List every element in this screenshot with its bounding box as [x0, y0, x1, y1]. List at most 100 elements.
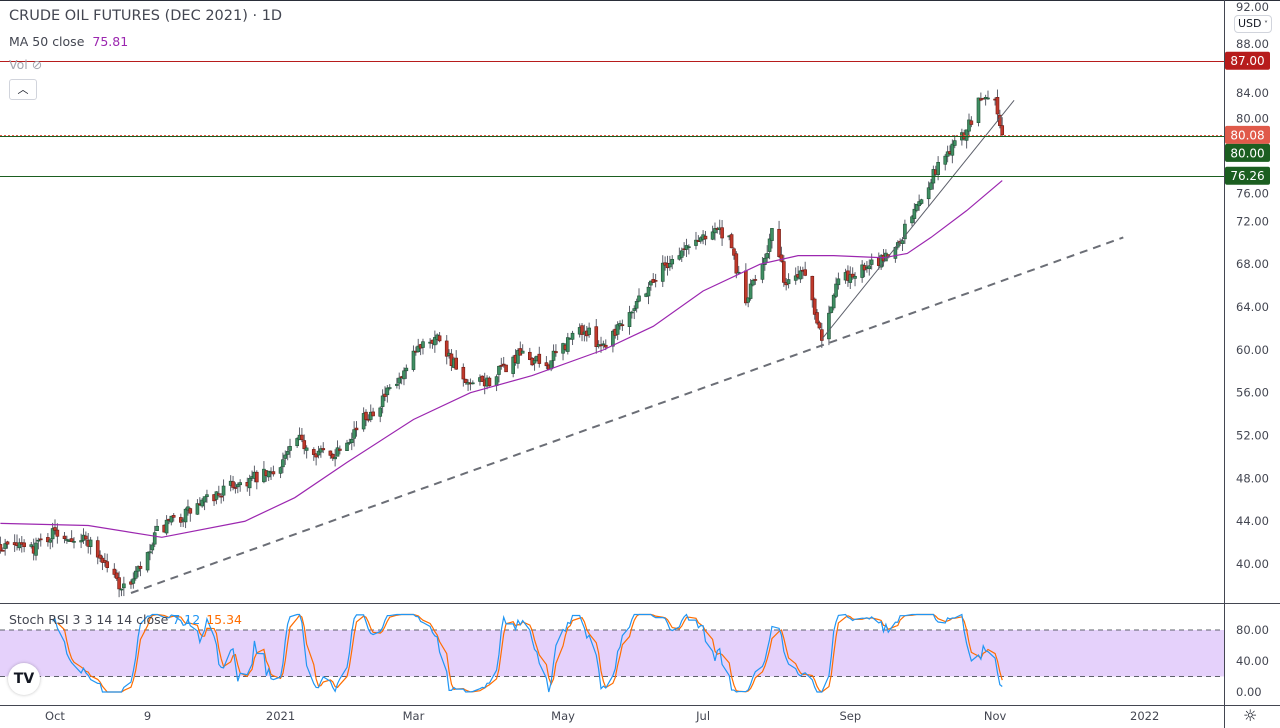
- price-axis-label: 88.00: [1236, 37, 1269, 51]
- candle-down: [995, 97, 1000, 115]
- eye-hidden-icon[interactable]: ⊘: [31, 57, 43, 72]
- candle-up: [316, 450, 321, 456]
- candle-down: [328, 450, 333, 456]
- candle-down: [461, 366, 466, 380]
- candle-up: [304, 447, 309, 451]
- candle-up: [836, 278, 841, 286]
- price-badge: [1225, 125, 1270, 144]
- candle-up: [786, 279, 791, 285]
- candle-up: [48, 539, 53, 543]
- price-badge: [1225, 166, 1270, 185]
- candle-up: [627, 312, 632, 327]
- candle-up: [195, 503, 200, 515]
- candle-down: [219, 495, 223, 498]
- candle-up: [497, 365, 501, 375]
- candle-down: [703, 235, 708, 240]
- candle-up: [397, 377, 402, 384]
- ma-label: MA 50 close: [9, 34, 85, 49]
- candle-up: [278, 467, 283, 474]
- price-axis-label: 44.00: [1236, 514, 1269, 528]
- candle-up: [834, 283, 838, 297]
- candle-down: [444, 340, 449, 357]
- candle-up: [155, 525, 159, 532]
- currency-select[interactable]: USD ˅: [1234, 15, 1272, 33]
- candle-up: [387, 387, 392, 389]
- stoch-rsi-legend: Stoch RSI 3 3 14 14 close 7.12 15.34: [9, 612, 242, 627]
- price-axis-label: 92.00: [1236, 0, 1269, 14]
- candle-up: [283, 454, 288, 459]
- price-axis-label: 48.00: [1236, 471, 1269, 485]
- candle-down: [732, 248, 736, 256]
- candle-up: [827, 312, 831, 340]
- price-axis-label: 68.00: [1236, 257, 1269, 271]
- time-axis-label: Oct: [45, 709, 65, 723]
- price-badge-label: 80.00: [1230, 146, 1264, 160]
- candle-up: [281, 459, 285, 468]
- candle-down: [753, 279, 758, 281]
- candle-down: [311, 449, 316, 455]
- candle-up: [319, 448, 323, 453]
- candle-up: [914, 203, 919, 211]
- settings-gear-icon[interactable]: ☼: [1243, 706, 1258, 725]
- candle-down: [321, 448, 326, 451]
- candle-up: [976, 97, 981, 123]
- candle-down: [537, 353, 542, 364]
- candle-down: [487, 377, 492, 387]
- price-badge: [1225, 143, 1270, 162]
- ma50-line: [0, 180, 1003, 538]
- candle-down: [69, 538, 74, 543]
- candle-up: [471, 382, 475, 385]
- candle-up: [763, 257, 767, 265]
- currency-label: USD: [1237, 17, 1262, 30]
- candle-down: [330, 453, 335, 459]
- candle-up: [551, 350, 556, 361]
- candle-up: [511, 356, 515, 374]
- ma-value: 75.81: [92, 34, 129, 49]
- candle-up: [433, 337, 437, 346]
- price-badge-label: 87.00: [1230, 54, 1264, 68]
- candle-up: [694, 239, 698, 246]
- candle-up: [200, 499, 204, 507]
- candle-down: [217, 493, 221, 496]
- candle-up: [748, 283, 753, 299]
- candle-up: [520, 350, 525, 354]
- candle-down: [504, 364, 508, 373]
- volume-legend[interactable]: Vol ⊘: [9, 57, 42, 72]
- candle-up: [79, 540, 83, 543]
- solid-trendline: [821, 100, 1015, 340]
- candle-down: [850, 273, 855, 278]
- candle-up: [687, 246, 691, 248]
- candle-up: [345, 442, 349, 451]
- candle-down: [603, 344, 608, 348]
- candle-up: [214, 491, 219, 500]
- tradingview-logo[interactable]: TV: [8, 663, 40, 695]
- stoch-rsi-label: Stoch RSI 3 3 14 14 close: [9, 612, 169, 627]
- candle-down: [0, 550, 5, 552]
- candle-down: [803, 269, 807, 276]
- candle-up: [848, 274, 853, 283]
- candle-up: [34, 542, 38, 556]
- price-pane: [0, 89, 1124, 598]
- collapse-legend-button[interactable]: ︿: [9, 79, 37, 100]
- candle-down: [437, 335, 442, 342]
- candle-up: [411, 350, 416, 370]
- candle-down: [620, 324, 625, 326]
- time-axis-label: 9: [144, 709, 151, 723]
- candle-up: [767, 238, 772, 252]
- candle-up: [869, 259, 874, 265]
- candle-up: [152, 532, 157, 545]
- candle-down: [599, 344, 603, 347]
- candle-up: [632, 308, 637, 311]
- candle-up: [565, 337, 570, 352]
- stoch-axis-label: 80.00: [1236, 623, 1269, 637]
- stoch-rsi-pane: [0, 613, 1224, 693]
- candle-up: [760, 263, 765, 280]
- candle-up: [88, 539, 93, 547]
- candle-up: [668, 263, 672, 268]
- symbol-title: CRUDE OIL FUTURES (DEC 2021) · 1D: [9, 8, 283, 24]
- vol-label: Vol: [9, 57, 28, 72]
- candle-down: [782, 261, 786, 283]
- candle-up: [765, 253, 770, 259]
- candle-down: [354, 427, 359, 431]
